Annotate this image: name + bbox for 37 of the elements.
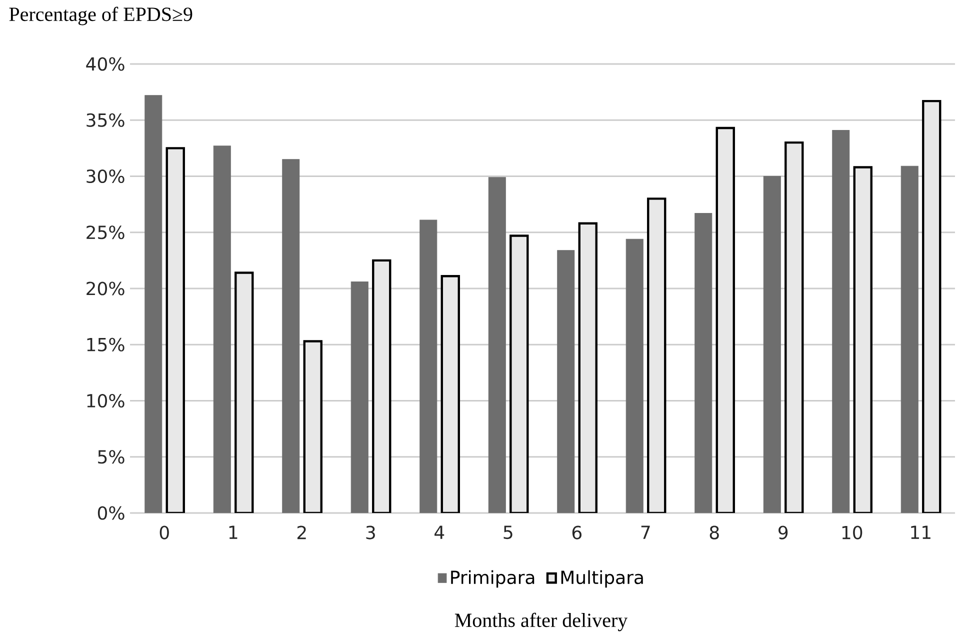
legend-label: Multipara <box>561 570 643 588</box>
x-tick-label: 0 <box>160 526 169 540</box>
x-tick-label: 6 <box>572 526 582 540</box>
y-tick-label: 5% <box>98 450 124 464</box>
bar <box>144 95 162 513</box>
y-tick-label: 10% <box>87 394 124 408</box>
bar <box>832 130 850 513</box>
bar <box>488 177 506 513</box>
x-tick-label: 11 <box>911 526 930 539</box>
y-tick-label: 40% <box>86 57 124 71</box>
bar <box>350 282 368 513</box>
y-tick-label: 35% <box>86 113 124 127</box>
legend-label: Primipara <box>451 570 534 588</box>
bar <box>763 176 781 513</box>
x-tick-label: 9 <box>778 526 788 540</box>
x-tick-label: 8 <box>710 526 719 540</box>
y-tick-label: 0% <box>98 506 124 520</box>
x-tick-label: 4 <box>434 526 444 539</box>
y-tick-label: 25% <box>86 226 124 240</box>
x-axis-title: Months after delivery <box>454 612 628 632</box>
bar <box>282 159 300 513</box>
x-tick-label: 5 <box>504 526 512 540</box>
y-tick-label: 15% <box>87 338 124 352</box>
y-tick-label: 20% <box>86 282 124 296</box>
y-axis-title: Percentage of EPDS≥9 <box>9 6 192 26</box>
bar <box>900 166 918 513</box>
bar <box>420 220 438 513</box>
x-tick-label: 7 <box>641 526 650 539</box>
x-tick-label: 10 <box>842 526 862 540</box>
x-tick-label: 3 <box>366 526 375 540</box>
x-tick-label: 2 <box>297 526 306 540</box>
bar <box>213 146 231 513</box>
bar <box>626 238 644 513</box>
bar <box>557 250 575 513</box>
x-tick-label: 1 <box>229 526 238 539</box>
bar <box>694 213 712 513</box>
y-tick-label: 30% <box>86 169 124 184</box>
